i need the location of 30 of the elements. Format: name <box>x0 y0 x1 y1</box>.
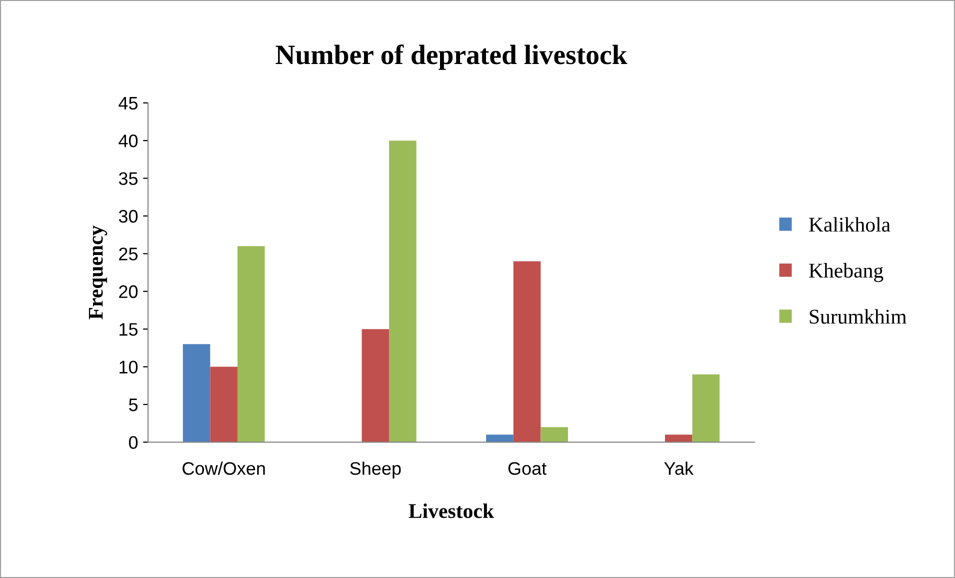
bar <box>210 366 238 442</box>
x-tick-label: Cow/Oxen <box>182 462 265 475</box>
y-tick-label: 15 <box>120 323 138 336</box>
y-tick-label: 25 <box>119 248 138 260</box>
bar <box>486 434 514 442</box>
y-tick-label: 0 <box>128 436 138 449</box>
bar <box>540 427 568 442</box>
bar <box>362 329 390 442</box>
bar <box>692 374 720 442</box>
y-tick-label: 10 <box>120 360 138 374</box>
y-tick-label: 35 <box>118 172 138 185</box>
legend-label: Kalikhola <box>809 217 890 232</box>
y-tick-label: 5 <box>128 398 138 412</box>
x-tick-label: Goat <box>508 462 546 475</box>
bar <box>389 140 416 442</box>
y-tick-label: 40 <box>118 134 138 148</box>
y-tick-label: 30 <box>118 210 138 223</box>
bar <box>237 246 265 442</box>
y-axis-title: Frequency <box>88 225 108 320</box>
bar <box>513 261 541 442</box>
x-tick-label: Sheep <box>350 462 401 478</box>
x-axis-title: Livestock <box>408 503 494 518</box>
legend-label: Surumkhim <box>810 309 906 324</box>
y-tick-label: 45 <box>118 97 138 110</box>
legend-label: Khebang <box>809 263 884 282</box>
bar <box>665 434 692 442</box>
chart-title: Number of deprated livestock <box>276 44 628 70</box>
bar <box>182 344 210 442</box>
x-tick-label: Yak <box>664 462 694 475</box>
y-tick-label: 20 <box>119 285 138 298</box>
